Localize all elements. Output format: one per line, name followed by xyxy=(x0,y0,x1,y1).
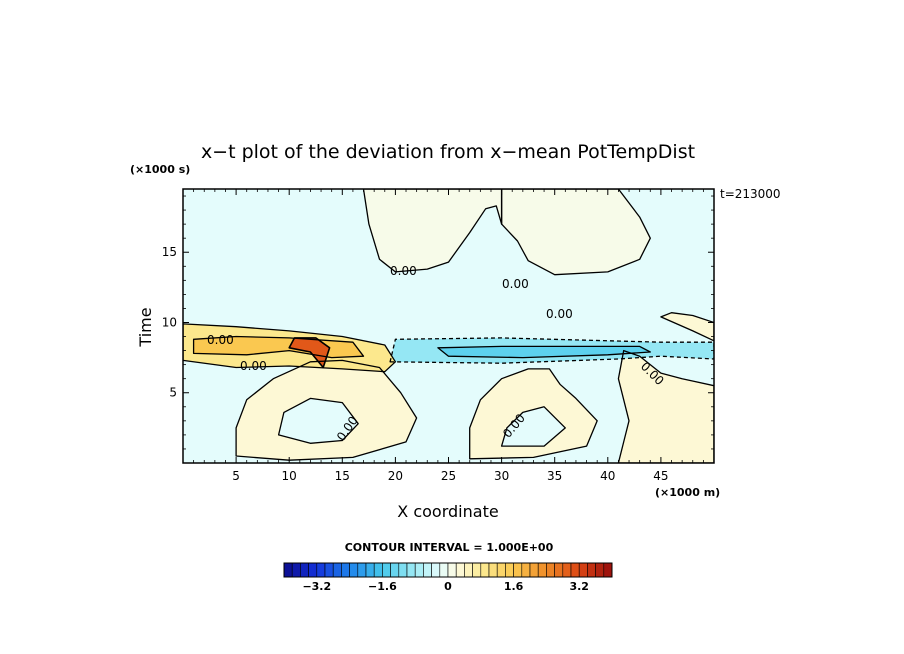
x-tick-label: 25 xyxy=(441,469,456,483)
x-tick-label: 35 xyxy=(547,469,562,483)
colorbar-cell xyxy=(587,562,596,578)
time-stamp: t=213000 xyxy=(720,187,781,201)
colorbar-cell xyxy=(455,562,465,578)
colorbar-cell xyxy=(496,562,506,578)
contour-label: 0.00 xyxy=(390,264,417,278)
y-tick-label: 5 xyxy=(169,386,177,400)
colorbar-cell xyxy=(332,562,342,578)
colorbar-frame xyxy=(283,562,613,578)
contour-label: 0.00 xyxy=(240,359,267,373)
x-tick-label: 40 xyxy=(600,469,615,483)
colorbar-ticks: −3.2 −1.6 0 1.6 3.2 xyxy=(302,580,589,593)
colorbar-cell xyxy=(308,562,318,578)
region-upper-warm-region-left xyxy=(363,189,502,272)
x-axis-unit: (×1000 m) xyxy=(655,486,720,499)
colorbar-cell xyxy=(603,562,613,578)
contour-right-edge-warm xyxy=(660,312,714,342)
contour-middle-warm-arc-core xyxy=(500,406,566,447)
colorbar-cell xyxy=(578,562,588,578)
y-tick-label: 15 xyxy=(162,245,177,259)
contour-lines xyxy=(183,189,714,463)
colorbar-cell xyxy=(570,562,580,578)
x-tick-label: 30 xyxy=(494,469,509,483)
colorbar-cell xyxy=(595,562,605,578)
contour-label: 0.00 xyxy=(546,307,573,321)
y-axis-label: Time xyxy=(136,307,155,347)
colorbar-cell xyxy=(529,562,539,578)
colorbar-tick-label: 0 xyxy=(444,580,452,593)
colorbar-cell xyxy=(357,562,367,578)
colorbar-tick-label: 3.2 xyxy=(569,580,589,593)
colorbar-cell xyxy=(472,562,482,578)
x-tick-label: 15 xyxy=(335,469,350,483)
colorbar-cell xyxy=(439,562,449,578)
x-tick-label: 5 xyxy=(232,469,240,483)
colorbar-cell xyxy=(398,562,408,578)
colorbar-cell xyxy=(349,562,359,578)
colorbar-cell xyxy=(291,562,301,578)
colorbar-cell xyxy=(447,562,457,578)
colorbar-cell xyxy=(537,562,547,578)
contour-interval-text: CONTOUR INTERVAL = 1.000E+00 xyxy=(345,541,554,554)
colorbar-cell xyxy=(406,562,416,578)
colorbar-cell xyxy=(423,562,432,578)
region-middle-warm-arc-core xyxy=(501,406,566,447)
contour-label: 0.00 xyxy=(502,277,529,291)
field-fill xyxy=(183,189,714,463)
y-axis-unit: (×1000 s) xyxy=(130,163,190,176)
colorbar-tick-label: 1.6 xyxy=(504,580,524,593)
colorbar-cell xyxy=(373,562,383,578)
contour-middle-warm-arc xyxy=(469,368,598,460)
colorbar-cell xyxy=(505,562,514,578)
contour-hot-core xyxy=(288,337,331,369)
colorbar-cell xyxy=(554,562,564,578)
colorbar-cell xyxy=(464,562,473,578)
colorbar-cell xyxy=(488,562,498,578)
y-tick-label: 10 xyxy=(162,315,177,329)
contour-warm-band xyxy=(183,323,397,373)
contour-lower-warm-loop xyxy=(235,359,418,461)
colorbar-cell xyxy=(521,562,531,578)
contour-lower-warm-loop-core xyxy=(277,397,359,444)
colorbar-cell xyxy=(316,562,326,578)
x-tick-label: 20 xyxy=(388,469,403,483)
x-tick-label: 10 xyxy=(282,469,297,483)
region-upper-warm-region-right xyxy=(501,189,651,275)
contour-warm-band-core xyxy=(192,335,365,359)
y-axis: 5 10 15 xyxy=(162,195,714,450)
region-right-warm-region xyxy=(618,350,714,463)
x-axis: 5 10 15 20 25 30 35 40 45 xyxy=(193,189,704,483)
colorbar-cell xyxy=(390,562,400,578)
colorbar-cell xyxy=(562,562,572,578)
region-right-edge-warm xyxy=(660,312,714,341)
colorbar-cell xyxy=(480,562,490,578)
region-hot-core xyxy=(289,337,330,368)
colorbar-cell xyxy=(414,562,424,578)
contour-cold-band xyxy=(389,337,714,364)
colorbar-cell xyxy=(365,562,375,578)
colorbar-cell xyxy=(382,562,391,578)
x-tick-label: 45 xyxy=(653,469,668,483)
colorbar xyxy=(283,562,613,578)
colorbar-cell xyxy=(513,562,523,578)
chart-title: x−t plot of the deviation from x−mean Po… xyxy=(201,141,695,163)
x-axis-label: X coordinate xyxy=(397,502,498,521)
colorbar-tick-label: −3.2 xyxy=(302,580,331,593)
colorbar-tick-label: −1.6 xyxy=(368,580,397,593)
colorbar-cell xyxy=(431,562,441,578)
colorbar-cell xyxy=(300,562,309,578)
contour-upper-warm-region-right xyxy=(500,189,651,276)
colorbar-cell xyxy=(324,562,334,578)
colorbar-cell xyxy=(341,562,350,578)
colorbar-cell xyxy=(546,562,555,578)
colorbar-cell xyxy=(283,562,293,578)
contour-right-warm-region xyxy=(617,349,714,463)
region-lower-warm-loop-core xyxy=(278,398,359,444)
contour-label: 0.00 xyxy=(207,333,234,347)
contour-cold-band-core xyxy=(437,345,651,359)
